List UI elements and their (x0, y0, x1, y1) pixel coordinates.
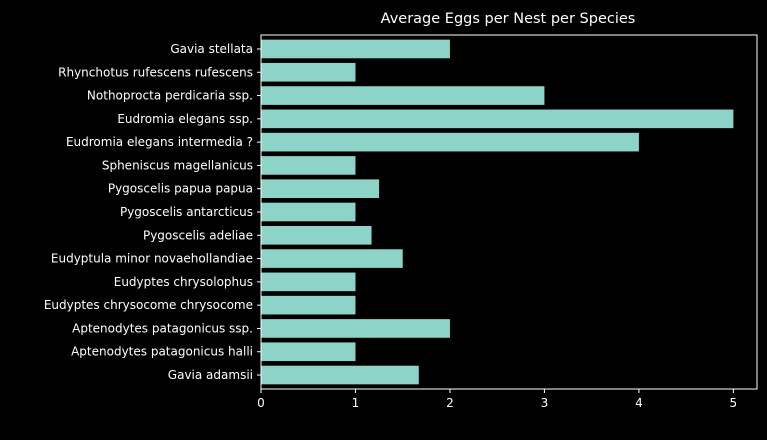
x-tick-label: 2 (446, 396, 454, 410)
bar (261, 132, 639, 152)
x-tick-label: 0 (257, 396, 265, 410)
bar (261, 39, 450, 59)
plot-frame (260, 34, 758, 390)
bar (261, 365, 419, 385)
bars-group (261, 39, 734, 385)
x-tick-label: 5 (730, 396, 738, 410)
bar (261, 109, 734, 129)
y-tick-label: Eudyptes chrysocome chrysocome (44, 298, 253, 312)
y-tick-label: Eudyptula minor novaehollandiae (51, 252, 253, 266)
chart-title: Average Eggs per Nest per Species (381, 11, 636, 27)
bar (261, 249, 403, 268)
y-tick-label: Gavia adamsii (168, 368, 253, 382)
y-tick-label: Pygoscelis adeliae (143, 228, 253, 242)
y-axis: Gavia stellata Rhynchotus rufescens rufes… (44, 42, 261, 382)
bar (261, 319, 450, 338)
x-tick-label: 3 (541, 396, 549, 410)
bar (261, 202, 356, 222)
y-tick-label: Eudromia elegans ssp. (117, 112, 253, 126)
y-tick-label: Aptenodytes patagonicus halli (71, 345, 253, 359)
bar (261, 342, 356, 362)
bar (261, 295, 356, 315)
y-tick-label: Eudromia elegans intermedia ? (66, 135, 253, 149)
y-tick-label: Gavia stellata (170, 42, 253, 56)
x-axis: 0 1 2 3 4 5 (257, 389, 737, 410)
y-tick-label: Nothoprocta perdicaria ssp. (87, 89, 253, 103)
y-tick-label: Rhynchotus rufescens rufescens (58, 65, 253, 79)
y-tick-label: Aptenodytes patagonicus ssp. (72, 321, 253, 335)
bar (261, 272, 356, 292)
bar (261, 86, 545, 105)
x-tick-label: 4 (635, 396, 643, 410)
y-tick-label: Pygoscelis antarcticus (120, 205, 253, 219)
y-tick-label: Eudyptes chrysolophus (114, 275, 253, 289)
bar (261, 156, 356, 175)
y-tick-label: Pygoscelis papua papua (108, 182, 253, 196)
bar (261, 179, 380, 199)
bar (261, 62, 356, 82)
y-tick-label: Spheniscus magellanicus (102, 158, 253, 172)
x-tick-label: 1 (352, 396, 360, 410)
bar (261, 225, 372, 245)
